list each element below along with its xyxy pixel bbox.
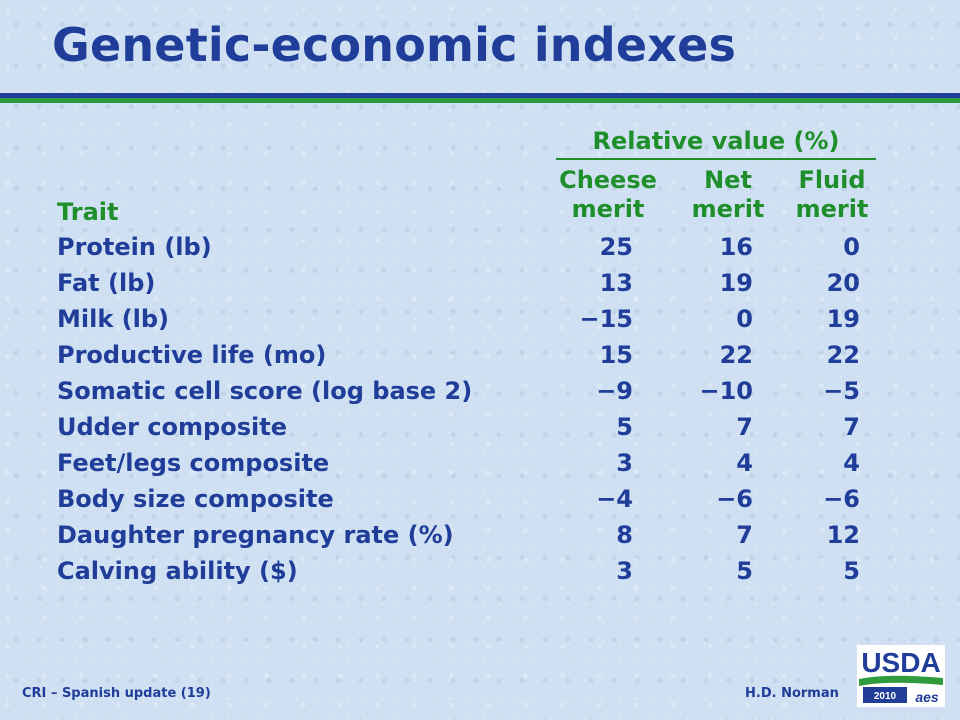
table-row: Protein (lb) 25 16 0 [0,233,960,269]
cheese-merit-value: 13 [599,269,633,297]
fluid-merit-value: 5 [843,557,860,585]
cheese-merit-value: −9 [596,377,633,405]
cheese-merit-value: 15 [599,341,633,369]
table-row: Fat (lb) 13 19 20 [0,269,960,305]
cheese-merit-value: 25 [599,233,633,261]
table-row: Feet/legs composite 3 4 4 [0,449,960,485]
page-title: Genetic-economic indexes [52,18,737,72]
column-header-cheese-merit: Cheese merit [553,166,663,224]
net-merit-value: −10 [699,377,753,405]
table-row: Somatic cell score (log base 2) −9 −10 −… [0,377,960,413]
trait-label: Feet/legs composite [57,449,330,477]
table-row: Udder composite 5 7 7 [0,413,960,449]
trait-label: Productive life (mo) [57,341,327,369]
net-merit-value: 22 [719,341,753,369]
cheese-merit-value: 5 [616,413,633,441]
column-header-line2: merit [795,195,869,223]
logo-aes-badge: aes [915,689,939,705]
fluid-merit-value: 22 [826,341,860,369]
fluid-merit-value: 7 [843,413,860,441]
relative-value-header: Relative value (%) [592,127,840,155]
table-row: Daughter pregnancy rate (%) 8 7 12 [0,521,960,557]
net-merit-value: 7 [736,413,753,441]
net-merit-value: 0 [736,305,753,333]
fluid-merit-value: −6 [823,485,860,513]
trait-label: Fat (lb) [57,269,156,297]
cheese-merit-value: 3 [616,449,633,477]
cheese-merit-value: −4 [596,485,633,513]
column-header-line1: Fluid [798,166,866,194]
title-divider-blue [0,93,960,98]
fluid-merit-value: 4 [843,449,860,477]
column-header-net-merit: Net merit [683,166,773,224]
footer-author: H.D. Norman [745,686,839,701]
trait-label: Body size composite [57,485,334,513]
trait-label: Daughter pregnancy rate (%) [57,521,454,549]
title-divider-green [0,98,960,103]
trait-label: Protein (lb) [57,233,212,261]
fluid-merit-value: 19 [826,305,860,333]
trait-label: Somatic cell score (log base 2) [57,377,473,405]
column-header-line2: merit [571,195,645,223]
net-merit-value: 16 [719,233,753,261]
trait-column-header: Trait [57,198,119,226]
usda-logo: USDA 2010 aes [857,645,945,707]
relative-value-underline [556,158,876,160]
column-header-line2: merit [691,195,765,223]
table-row: Body size composite −4 −6 −6 [0,485,960,521]
cheese-merit-value: −15 [579,305,633,333]
trait-label: Udder composite [57,413,287,441]
table-row: Productive life (mo) 15 22 22 [0,341,960,377]
logo-year-text: 2010 [874,691,897,702]
net-merit-value: 19 [719,269,753,297]
column-header-line1: Net [704,166,752,194]
column-header-line1: Cheese [559,166,657,194]
fluid-merit-value: 12 [826,521,860,549]
footer-presentation-label: CRI – Spanish update (19) [22,686,211,701]
fluid-merit-value: 20 [826,269,860,297]
table-row: Milk (lb) −15 0 19 [0,305,960,341]
trait-label: Milk (lb) [57,305,169,333]
net-merit-value: 4 [736,449,753,477]
column-header-fluid-merit: Fluid merit [789,166,875,224]
table-row: Calving ability ($) 3 5 5 [0,557,960,593]
net-merit-value: 5 [736,557,753,585]
logo-usda-text: USDA [861,647,940,678]
cheese-merit-value: 8 [616,521,633,549]
logo-green-swoosh [859,675,943,686]
trait-label: Calving ability ($) [57,557,298,585]
fluid-merit-value: −5 [823,377,860,405]
logo-year-bar [863,687,907,703]
net-merit-value: 7 [736,521,753,549]
net-merit-value: −6 [716,485,753,513]
fluid-merit-value: 0 [843,233,860,261]
cheese-merit-value: 3 [616,557,633,585]
